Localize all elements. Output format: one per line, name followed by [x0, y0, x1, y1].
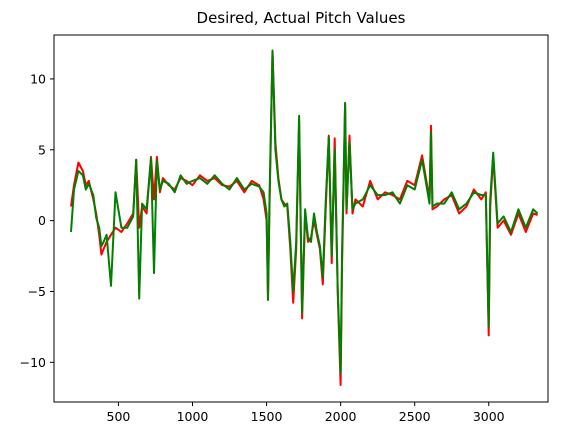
y-tick-label: 5 [38, 142, 46, 157]
series-layer [70, 49, 539, 386]
plot-frame [53, 34, 549, 403]
chart-title: Desired, Actual Pitch Values [196, 9, 406, 27]
y-tick-label: 0 [38, 213, 46, 228]
x-axis: 500 1000 1500 2000 2500 3000 [107, 402, 505, 424]
y-tick-label: −5 [28, 284, 46, 299]
x-tick-label: 2000 [325, 409, 357, 424]
y-tick-label: −10 [20, 355, 46, 370]
x-tick-label: 3000 [473, 409, 505, 424]
y-axis: −10 −5 0 5 10 [20, 71, 54, 370]
series-line-2 [70, 49, 539, 375]
x-tick-label: 2500 [399, 409, 431, 424]
x-tick-label: 500 [107, 409, 131, 424]
y-tick-label: 10 [30, 71, 46, 86]
x-tick-label: 1000 [177, 409, 209, 424]
x-tick-label: 1500 [251, 409, 283, 424]
